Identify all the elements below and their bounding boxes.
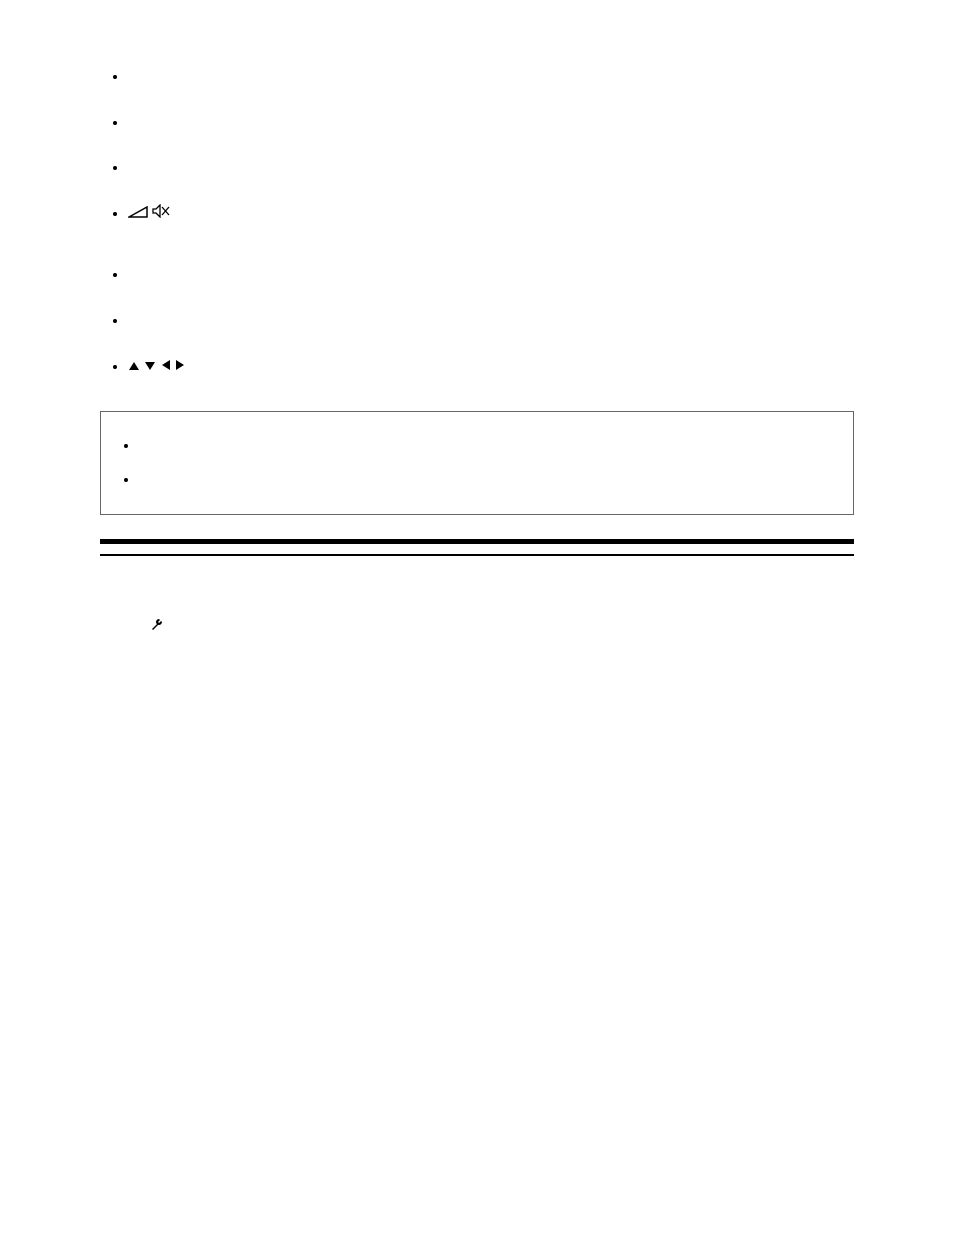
- right-icon: [175, 350, 185, 384]
- up-icon: [128, 350, 140, 384]
- thin-divider: [100, 554, 854, 556]
- list-item: [128, 197, 854, 231]
- video-camera-list: [100, 258, 854, 383]
- list-item: [128, 60, 854, 94]
- left-icon: [161, 350, 171, 384]
- list-item: [128, 258, 854, 292]
- list-item: [128, 304, 854, 338]
- list-item: [139, 434, 837, 458]
- list-item: [128, 350, 854, 384]
- steps-list: [122, 584, 854, 643]
- av-receiver-list: [100, 60, 854, 230]
- list-item: [128, 106, 854, 140]
- list-item: [139, 468, 837, 492]
- step-number: [122, 611, 150, 643]
- step-item: [122, 611, 854, 643]
- volume-icon: [128, 197, 148, 231]
- related-topics-box: [100, 411, 854, 515]
- down-icon: [144, 350, 156, 384]
- list-item: [128, 151, 854, 185]
- wrench-icon: [150, 611, 164, 643]
- step-number: [122, 584, 150, 585]
- step-item: [122, 584, 854, 585]
- related-topics-list: [117, 434, 837, 492]
- section-divider: [100, 539, 854, 544]
- step-text: [150, 611, 164, 643]
- mute-icon: [152, 197, 170, 231]
